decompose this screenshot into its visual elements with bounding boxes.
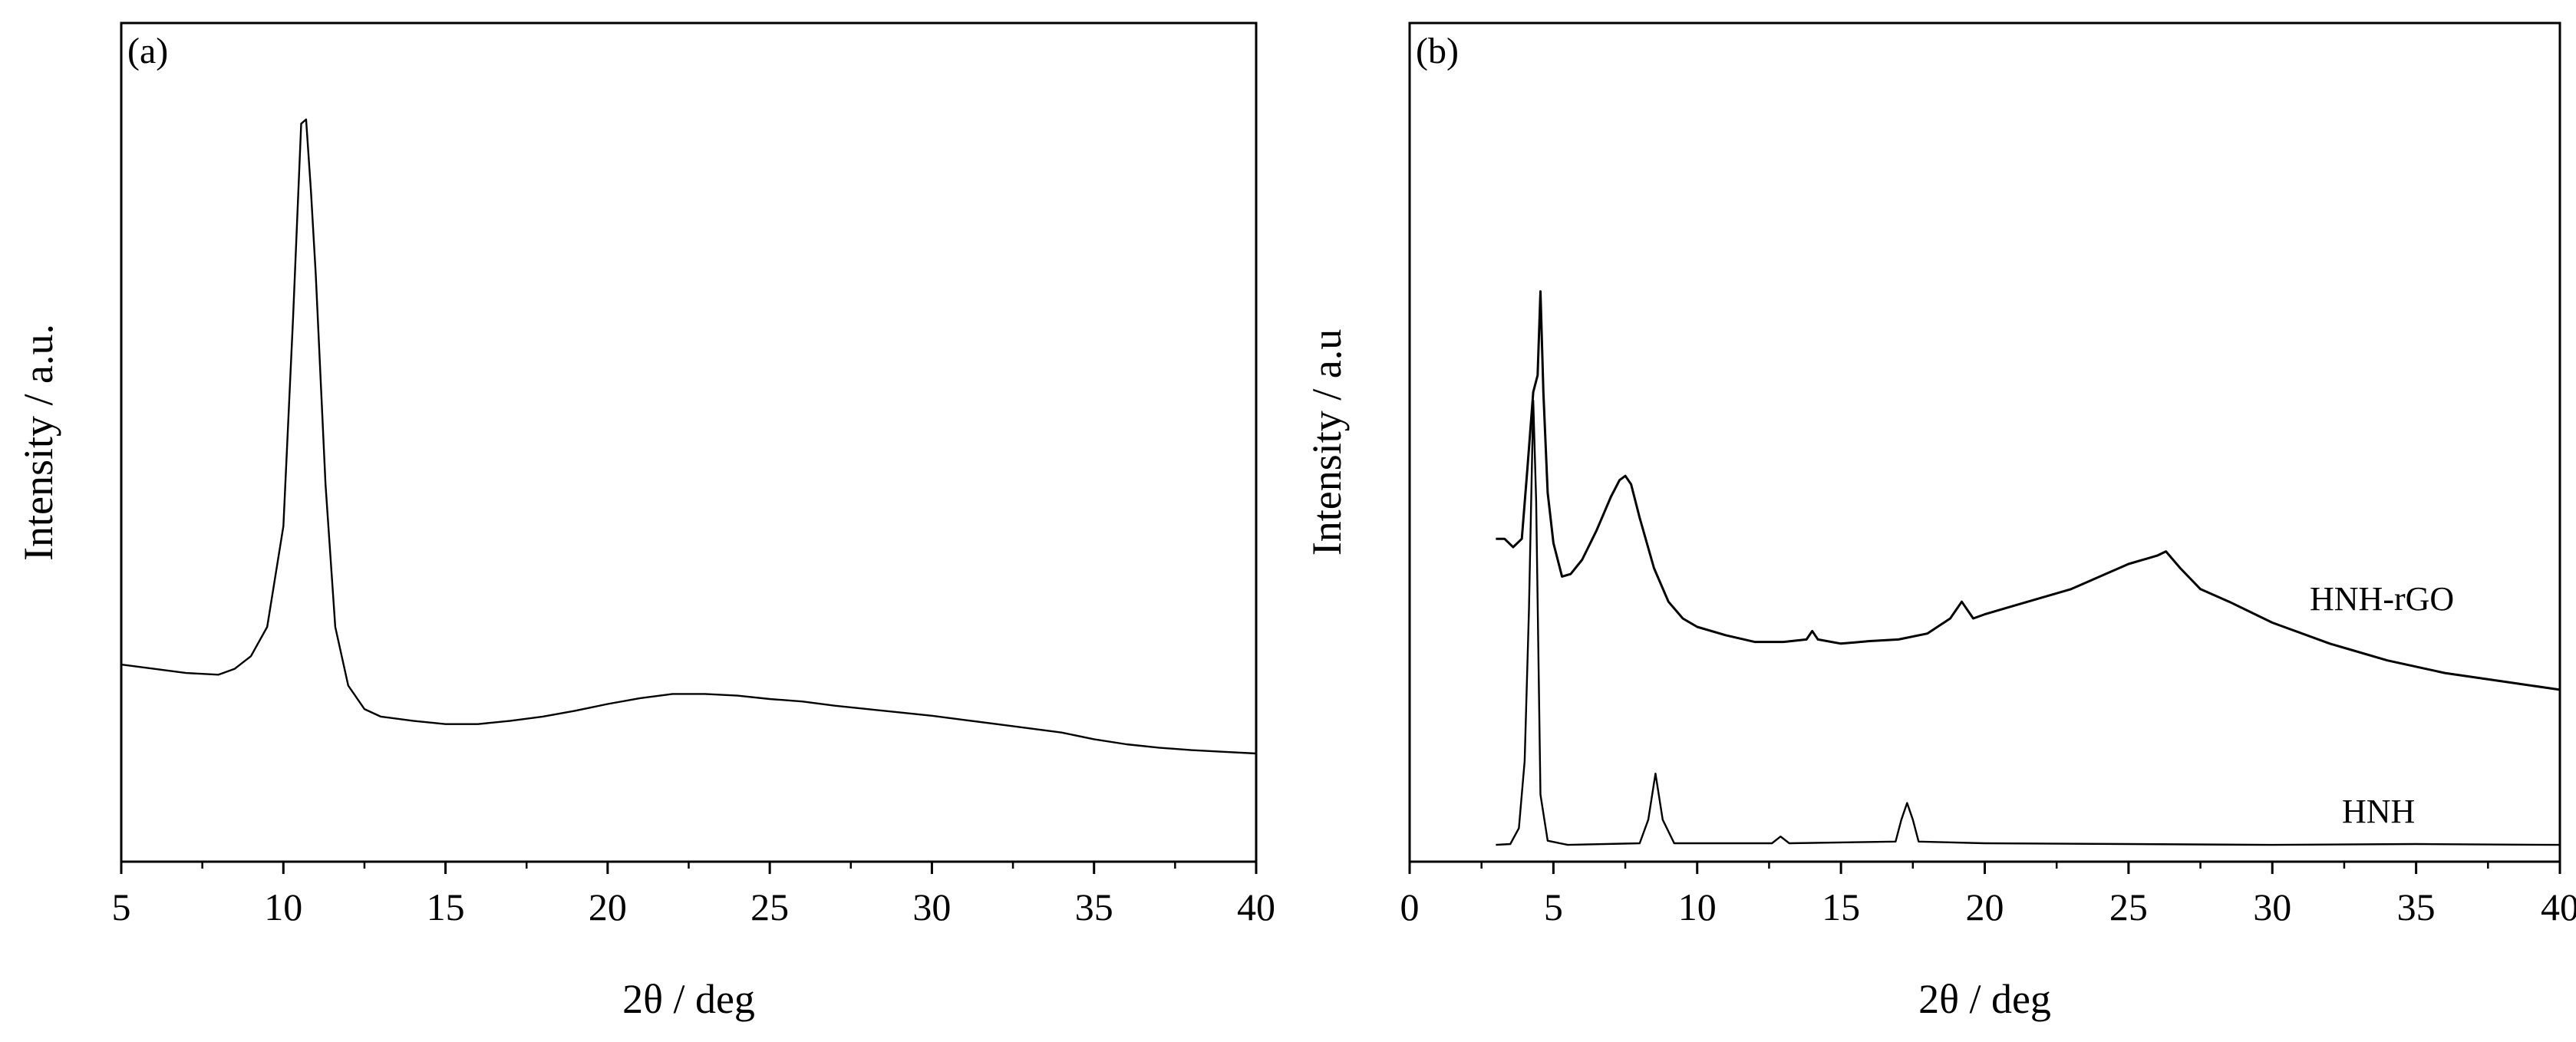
x-tick-label: 0 [1400, 885, 1420, 928]
panel-a: 5 10 15 20 25 30 35 40 (a) 2θ / deg Intensity /… [15, 23, 1275, 1022]
x-tick-label: 20 [589, 885, 627, 928]
y-axis-title-a: Intensity / a.u. [15, 324, 61, 561]
panel-label-b: (b) [1416, 31, 1459, 71]
plot-frame-b [1410, 23, 2560, 862]
plot-frame-a [121, 23, 1256, 862]
panel-b: 0 5 10 15 20 25 30 35 40 HNH-rGO HNH (b) 2θ / de… [1304, 23, 2576, 1022]
x-tick-label: 30 [2253, 885, 2291, 928]
x-tick-label: 15 [427, 885, 465, 928]
x-axis-ticks-a: 5 10 15 20 25 30 35 40 [112, 862, 1276, 928]
x-axis-title-a: 2θ / deg [622, 976, 755, 1022]
x-tick-label: 40 [1237, 885, 1275, 928]
x-tick-label: 5 [1544, 885, 1563, 928]
x-tick-label: 35 [2397, 885, 2436, 928]
y-axis-title-b: Intensity / a.u [1304, 329, 1350, 556]
panel-label-a: (a) [127, 31, 168, 71]
x-tick-label: 25 [750, 885, 789, 928]
series-label-hnh: HNH [2342, 793, 2415, 830]
series-line-a [121, 120, 1256, 753]
x-tick-label: 30 [912, 885, 951, 928]
series-line-hnh [1496, 401, 2560, 845]
x-tick-label: 10 [1678, 885, 1717, 928]
series-line-hnh-rgo [1496, 292, 2560, 690]
x-tick-label: 40 [2541, 885, 2576, 928]
x-tick-label: 15 [1822, 885, 1860, 928]
series-label-hnh-rgo: HNH-rGO [2310, 580, 2454, 618]
x-axis-title-b: 2θ / deg [1918, 976, 2051, 1022]
x-tick-label: 5 [112, 885, 131, 928]
x-tick-label: 20 [1966, 885, 2004, 928]
x-tick-label: 35 [1075, 885, 1113, 928]
x-tick-label: 25 [2109, 885, 2148, 928]
x-axis-ticks-b: 0 5 10 15 20 25 30 35 40 [1400, 862, 2576, 928]
x-tick-label: 10 [264, 885, 302, 928]
